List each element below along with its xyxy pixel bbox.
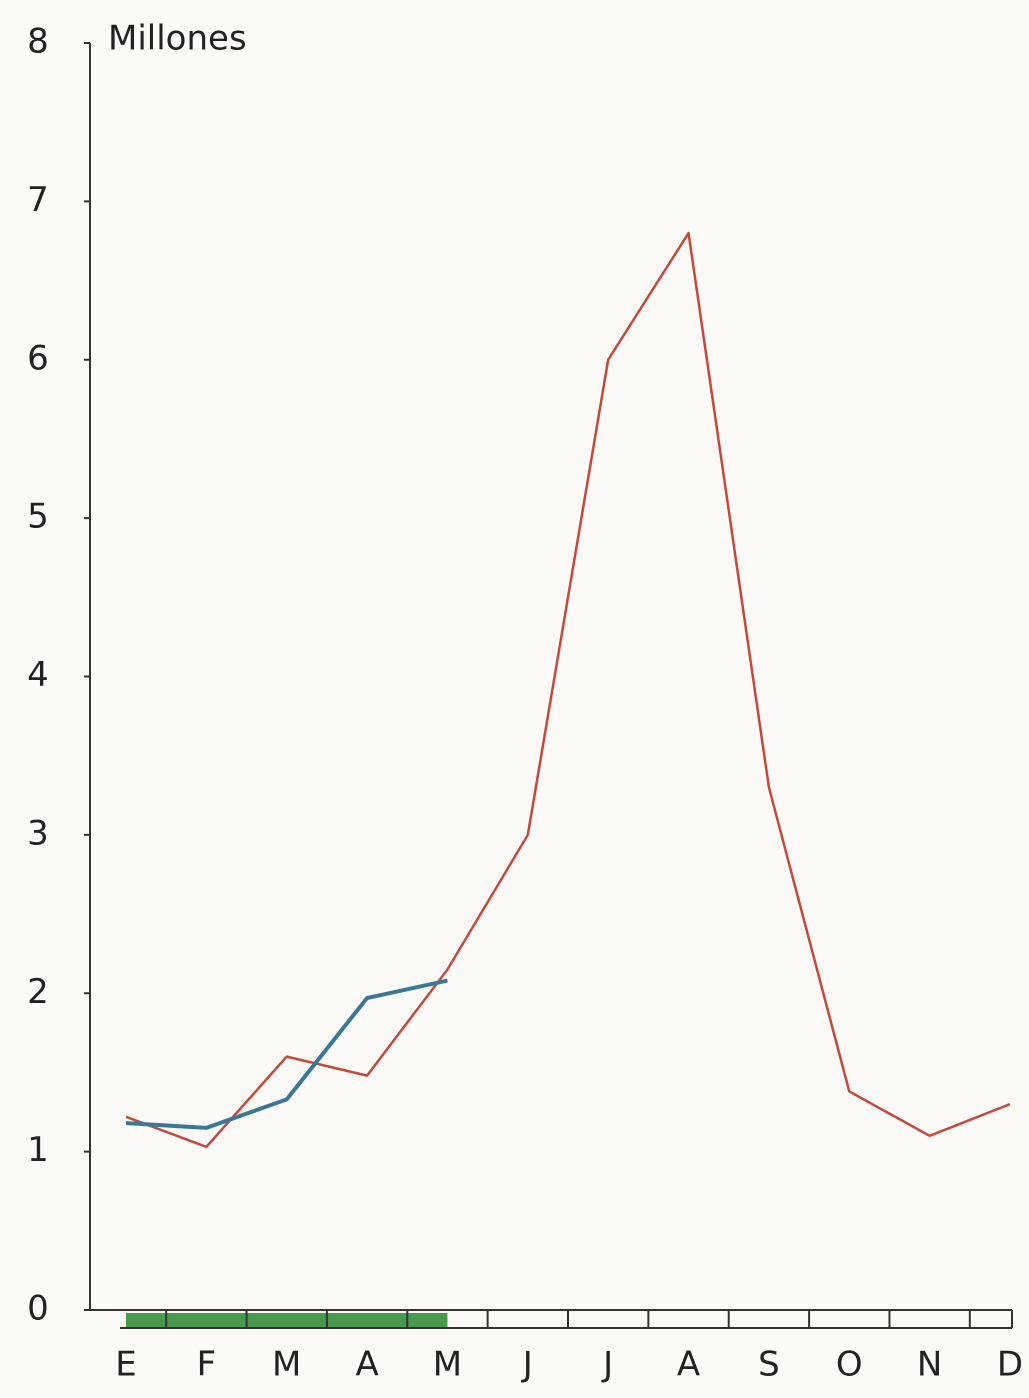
y-tick-label: 1 (27, 1130, 49, 1170)
x-tick-label: A (677, 1345, 700, 1385)
x-tick-label: M (433, 1345, 462, 1385)
y-axis-label: Millones (108, 19, 247, 59)
y-tick-label: 6 (27, 338, 49, 378)
y-tick-label: 7 (27, 180, 49, 220)
x-tick-label: M (272, 1345, 301, 1385)
x-tick-label: J (521, 1345, 533, 1385)
x-tick-label: E (115, 1345, 136, 1385)
x-tick-label: N (917, 1345, 942, 1385)
x-tick-label: J (601, 1345, 613, 1385)
data-period-strip (126, 1313, 448, 1327)
y-tick-label: 3 (27, 813, 49, 853)
y-tick-label: 5 (27, 497, 49, 537)
y-tick-label: 0 (27, 1289, 49, 1329)
x-tick-label: D (997, 1345, 1023, 1385)
series-line (125, 231, 1011, 1149)
series-line (125, 978, 448, 1130)
y-tick-label: 2 (27, 972, 49, 1012)
x-tick-label: O (836, 1345, 863, 1385)
y-tick-label: 8 (27, 22, 49, 62)
x-tick-label: A (355, 1345, 378, 1385)
x-tick-label: S (758, 1345, 780, 1385)
y-tick-label: 4 (27, 655, 49, 695)
x-tick-label: F (197, 1345, 217, 1385)
